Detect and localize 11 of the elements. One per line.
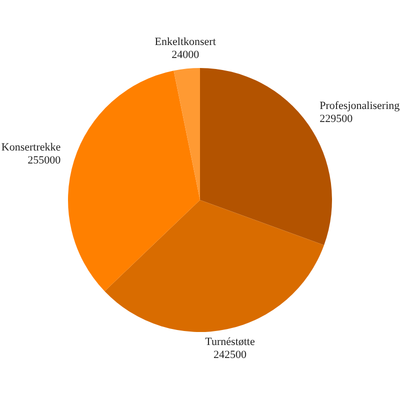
pie-slice xyxy=(68,70,200,292)
slice-label: Enkeltkonsert xyxy=(154,36,216,48)
slice-label: Turnéstøtte xyxy=(205,336,255,348)
slice-label: Profesjonalisering xyxy=(320,100,400,112)
pie-slice xyxy=(104,200,324,332)
data-label: 242500 xyxy=(214,348,248,361)
data-label: 255000 xyxy=(28,154,62,167)
pie-slice xyxy=(174,68,200,200)
data-label: 24000 xyxy=(172,48,200,61)
data-label: 229500 xyxy=(320,112,354,125)
slice-label: Konsertrekke xyxy=(1,142,61,154)
